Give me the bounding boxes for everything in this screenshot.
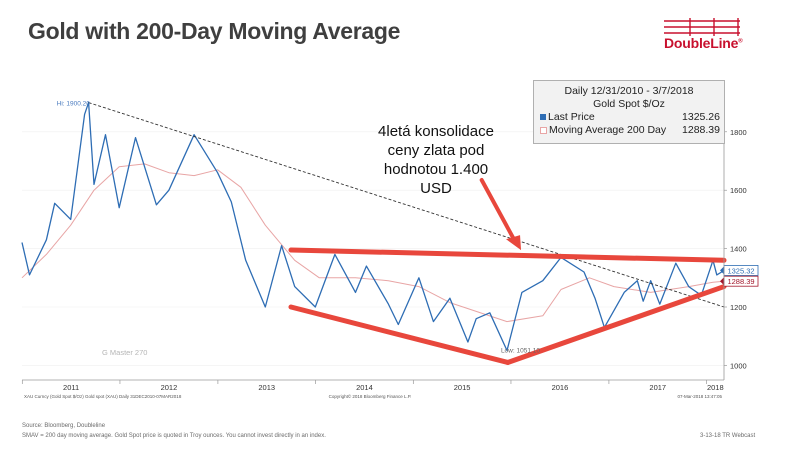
legend-header-2: Gold Spot $/Oz — [593, 98, 665, 110]
x-tick-label: 2013 — [258, 383, 275, 392]
legend-row-ma: Moving Average 200 Day 1288.39 — [534, 124, 724, 137]
y-tick-label: 1200 — [730, 303, 747, 312]
value-tag-pointer — [720, 277, 724, 286]
logo-lines-icon — [664, 18, 740, 36]
red-trendline — [288, 247, 727, 263]
x-tick-label: 2017 — [649, 383, 666, 392]
value-tag-pointer — [720, 266, 724, 275]
x-tick-label: 2012 — [161, 383, 178, 392]
annotation-line-2: ceny zlata pod — [387, 142, 485, 159]
value-tag-label: 1288.39 — [727, 277, 754, 286]
chart-footer-left: XAU Curncy (Gold Spot $/Oz) Gold spot (X… — [24, 394, 182, 399]
y-tick-label: 1000 — [730, 361, 747, 370]
page-title: Gold with 200-Day Moving Average — [28, 18, 401, 44]
logo-text: DoubleLine® — [664, 35, 743, 51]
legend-ma-value: 1288.39 — [682, 124, 720, 136]
legend-last-value: 1325.26 — [682, 111, 720, 123]
y-tick-label: 1400 — [730, 245, 747, 254]
x-tick-label: 2014 — [356, 383, 373, 392]
chart-legend: Daily 12/31/2010 - 3/7/2018 Gold Spot $/… — [533, 80, 725, 144]
doubleline-logo: DoubleLine® — [662, 18, 743, 56]
chart-footer-right: 07-Mar-2018 13:47:05 — [677, 394, 722, 399]
x-tick-label: 2011 — [63, 383, 79, 392]
y-tick-label: 1800 — [730, 128, 747, 137]
legend-row-last: Last Price 1325.26 — [534, 111, 724, 124]
y-tick-label: 1600 — [730, 186, 747, 195]
legend-ma-label: Moving Average 200 Day — [549, 124, 667, 136]
x-tick-label: 2015 — [454, 383, 471, 392]
annotation-arrow-shaft — [479, 178, 519, 246]
legend-header-1: Daily 12/31/2010 - 3/7/2018 — [564, 85, 694, 97]
footer-webcast: 3-13-18 TR Webcast — [700, 433, 756, 439]
legend-last-label: Last Price — [548, 111, 595, 123]
annotation-arrow-head — [506, 235, 522, 251]
chart-footer-center: Copyright© 2018 Bloomberg Finance L.P. — [329, 393, 412, 399]
dashed-resistance-line — [88, 102, 725, 308]
annotation-line-3: hodnotou 1.400 — [383, 161, 489, 178]
value-tag-label: 1325.32 — [727, 266, 754, 275]
x-tick-label: 2016 — [552, 383, 569, 392]
moving-average-line — [21, 163, 725, 323]
low-annotation: Low: 1051.10 — [501, 347, 540, 354]
annotation-line-4: USD — [420, 180, 452, 197]
annotation-line-1: 4letá konsolidace — [378, 123, 494, 140]
annotation-text: 4letá konsolidace ceny zlata pod hodnoto… — [356, 122, 516, 198]
footer-note: SMAV = 200 day moving average. Gold Spot… — [22, 433, 326, 439]
footer-source: Source: Bloomberg, Doubleline — [22, 423, 106, 429]
red-trendline — [288, 304, 511, 365]
g-master-label: G Master 270 — [102, 348, 147, 357]
high-annotation: Hi: 1900.20 — [57, 101, 91, 108]
legend-swatch-ma — [540, 126, 547, 134]
legend-swatch-last — [540, 114, 546, 121]
red-trendline — [505, 284, 727, 365]
gold-price-line — [21, 101, 725, 352]
x-tick-label: 2018 — [707, 383, 724, 392]
